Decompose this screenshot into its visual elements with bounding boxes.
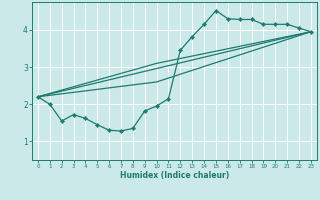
X-axis label: Humidex (Indice chaleur): Humidex (Indice chaleur) — [120, 171, 229, 180]
